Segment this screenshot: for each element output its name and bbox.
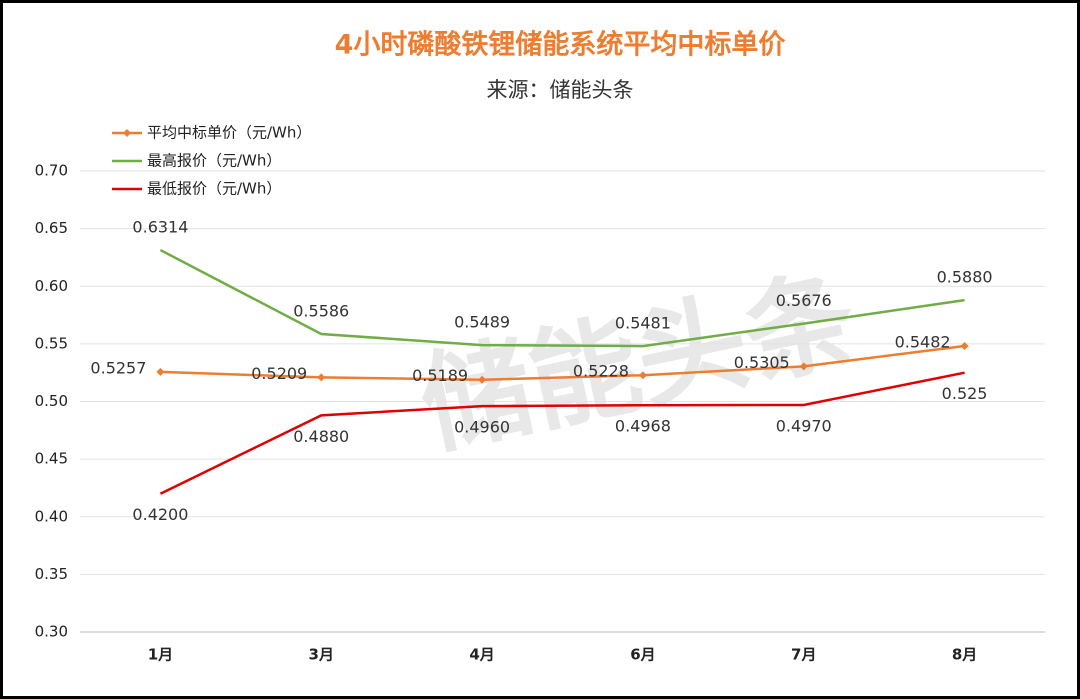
y-tick-label: 0.30 [35, 623, 68, 641]
legend-label: 最低报价（元/Wh） [147, 180, 281, 198]
data-label: 0.4968 [615, 417, 671, 436]
legend-marker [123, 129, 131, 137]
y-tick-label: 0.50 [35, 392, 68, 410]
marker [799, 362, 808, 371]
x-tick-label: 1月 [148, 646, 173, 664]
x-tick-label: 7月 [791, 646, 816, 664]
data-label: 0.5482 [895, 332, 951, 351]
series-line [159, 248, 965, 348]
data-label: 0.5257 [90, 358, 146, 377]
data-label: 0.5209 [251, 364, 307, 383]
chart-title: 4小时磷酸铁锂储能系统平均中标单价 [335, 29, 787, 61]
legend-label: 平均中标单价（元/Wh） [147, 124, 311, 142]
y-tick-label: 0.35 [35, 565, 68, 583]
series-line [160, 344, 965, 381]
data-label: 0.5228 [573, 362, 629, 381]
data-label: 0.5880 [937, 268, 993, 287]
x-tick-label: 8月 [952, 646, 977, 664]
data-label: 0.4960 [454, 418, 510, 437]
legend-label: 最高报价（元/Wh） [147, 152, 281, 170]
data-label: 0.6314 [132, 218, 188, 237]
data-label: 0.5305 [734, 353, 790, 372]
marker [638, 371, 647, 380]
y-tick-label: 0.70 [35, 162, 68, 180]
data-label: 0.5489 [454, 313, 510, 332]
data-label: 0.4970 [776, 416, 832, 435]
y-tick-label: 0.55 [35, 334, 68, 352]
marker [960, 341, 969, 350]
x-tick-label: 4月 [469, 646, 494, 664]
y-tick-label: 0.40 [35, 507, 68, 525]
data-label: 0.4200 [132, 505, 188, 524]
x-tick-label: 3月 [309, 646, 334, 664]
marker [478, 375, 487, 384]
data-label: 0.5586 [293, 301, 349, 320]
y-tick-label: 0.45 [35, 450, 68, 468]
series-line [159, 371, 965, 495]
data-label: 0.525 [942, 384, 988, 403]
data-label: 0.5676 [776, 291, 832, 310]
y-tick-label: 0.60 [35, 277, 68, 295]
marker [317, 373, 326, 382]
data-label: 0.5481 [615, 314, 671, 333]
data-label: 0.5189 [412, 366, 468, 385]
y-tick-label: 0.65 [35, 219, 68, 237]
x-tick-label: 6月 [630, 646, 655, 664]
data-label: 0.4880 [293, 427, 349, 446]
chart-subtitle: 来源：储能头条 [487, 78, 634, 102]
marker [156, 367, 165, 376]
